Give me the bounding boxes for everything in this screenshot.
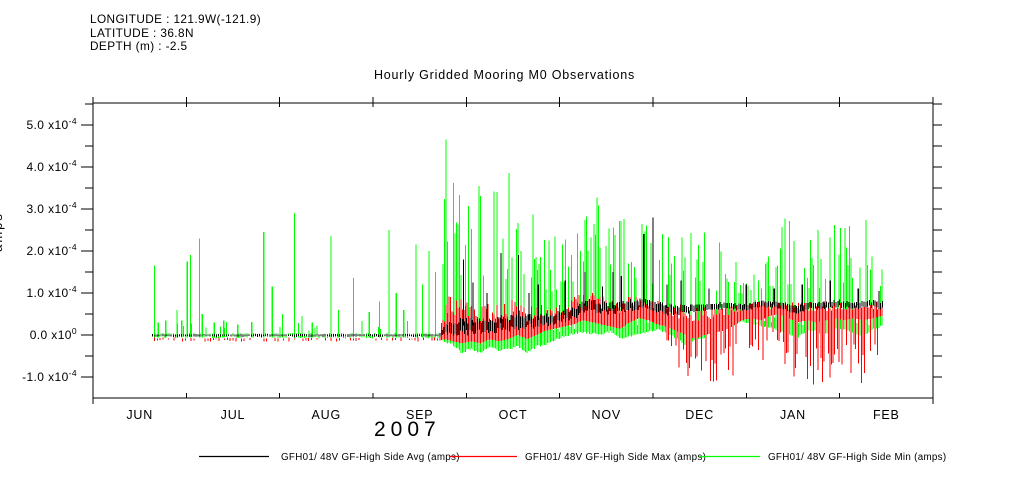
axes — [81, 97, 942, 404]
x-tick-label: AUG — [312, 408, 342, 422]
x-tick-label: JUN — [126, 408, 153, 422]
axis-tick-labels: 5.0 x10-4 4.0 x10-4 3.0 x10-4 2.0 x10-4 1.0 … — [22, 116, 900, 422]
y-tick-label: 3.0 x10-4 — [26, 200, 77, 216]
x-tick-label: JUL — [221, 408, 246, 422]
y-tick-label: 2.0 x10-4 — [26, 242, 77, 258]
y-tick-label: 0.0 x100 — [30, 326, 77, 342]
x-axis-year-label: 2007 — [374, 418, 441, 441]
y-tick-label: 5.0 x10-4 — [26, 116, 77, 132]
legend-label-1: GFH01/ 48V GF-High Side Max (amps) — [525, 452, 706, 463]
chart-title: Hourly Gridded Mooring M0 Observations — [373, 68, 636, 82]
x-tick-label: FEB — [873, 408, 900, 422]
depth-label: DEPTH (m) : -2.5 — [90, 39, 188, 53]
x-tick-label: DEC — [685, 408, 714, 422]
x-tick-label: SEP — [406, 408, 433, 422]
legend-label-2: GFH01/ 48V GF-High Side Min (amps) — [768, 452, 946, 463]
longitude-label: LONGITUDE : 121.9W(-121.9) — [90, 12, 262, 26]
series-max — [154, 290, 883, 385]
latitude-label: LATITUDE : 36.8N — [90, 25, 194, 40]
series-avg — [152, 217, 884, 337]
legend-label-0: GFH01/ 48V GF-High Side Avg (amps) — [281, 452, 460, 463]
x-tick-label: OCT — [499, 408, 528, 422]
y-tick-label: 4.0 x10-4 — [26, 158, 77, 174]
x-tick-label: NOV — [592, 408, 622, 422]
legend: GFH01/ 48V GF-High Side Avg (amps) GFH01/… — [199, 452, 946, 463]
y-tick-label: 1.0 x10-4 — [26, 284, 77, 300]
location-header: LONGITUDE : 121.9W(-121.9) LATITUDE : 36… — [90, 12, 262, 54]
x-tick-label: JAN — [780, 408, 806, 422]
y-tick-label: -1.0 x10-4 — [22, 368, 77, 384]
